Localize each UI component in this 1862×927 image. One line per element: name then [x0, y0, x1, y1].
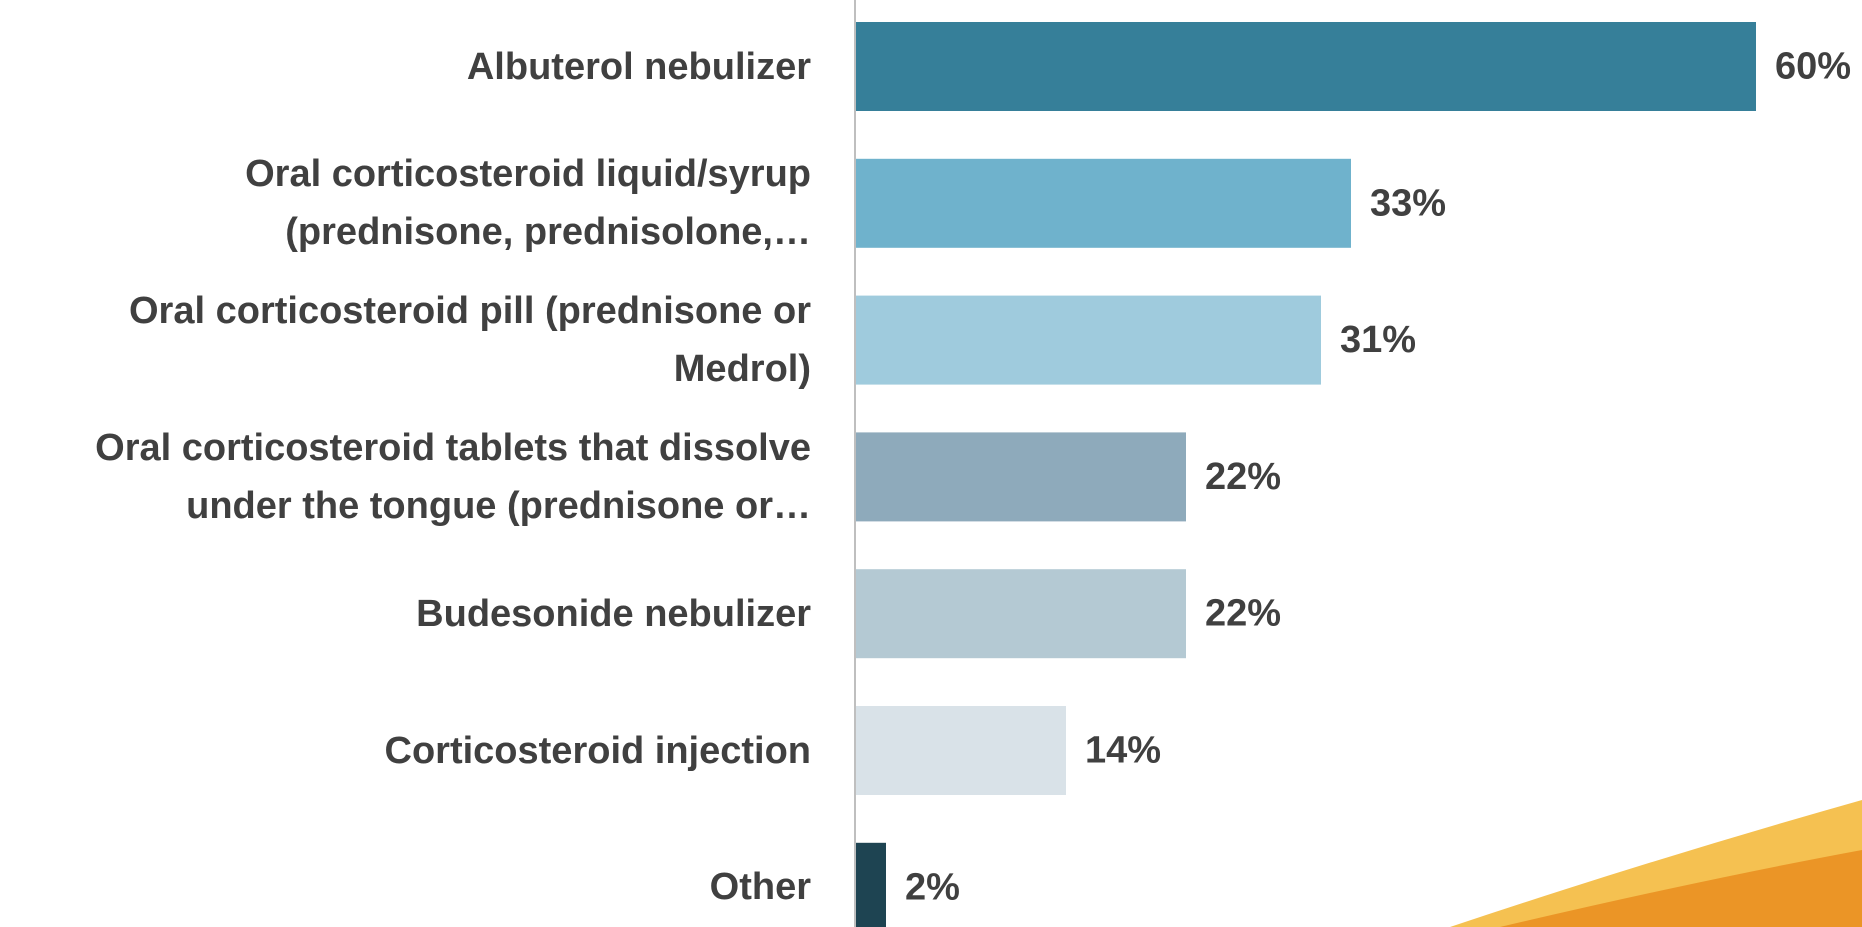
bar	[856, 158, 1351, 248]
value-label: 2%	[905, 866, 960, 908]
bar	[856, 295, 1321, 385]
decoration	[1500, 850, 1862, 927]
category-label: Budesonide nebulizer	[416, 592, 811, 635]
bar	[856, 569, 1186, 659]
category-label: Corticosteroid injection	[384, 729, 811, 772]
bar	[856, 22, 1756, 111]
bar	[856, 842, 886, 927]
value-label: 33%	[1370, 182, 1446, 224]
value-label: 31%	[1340, 319, 1416, 361]
category-label: Albuterol nebulizer	[466, 45, 811, 88]
value-label: 22%	[1205, 593, 1281, 635]
value-label: 60%	[1775, 46, 1851, 88]
category-label: Oral corticosteroid liquid/syrup (predni…	[245, 153, 811, 254]
value-label: 14%	[1085, 730, 1161, 772]
bar	[856, 706, 1066, 795]
bar	[856, 432, 1186, 522]
category-label: Other	[709, 866, 811, 909]
value-label: 22%	[1205, 456, 1281, 498]
category-label: Oral corticosteroid tablets that dissolv…	[95, 426, 811, 527]
category-label: Oral corticosteroid pill (prednisone or …	[129, 290, 811, 391]
